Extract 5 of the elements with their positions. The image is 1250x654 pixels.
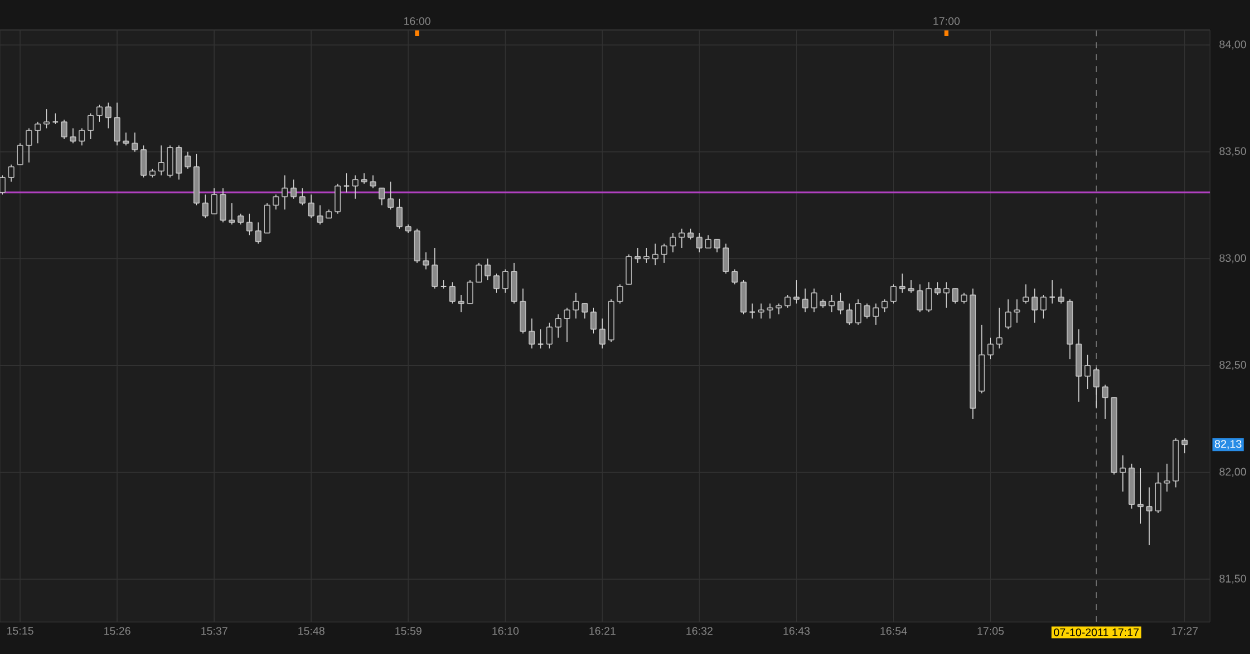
candlestick [219, 187, 227, 223]
candlestick [1013, 298, 1021, 324]
candlestick [766, 303, 774, 320]
candlestick [369, 174, 377, 189]
candlestick [1005, 298, 1012, 330]
